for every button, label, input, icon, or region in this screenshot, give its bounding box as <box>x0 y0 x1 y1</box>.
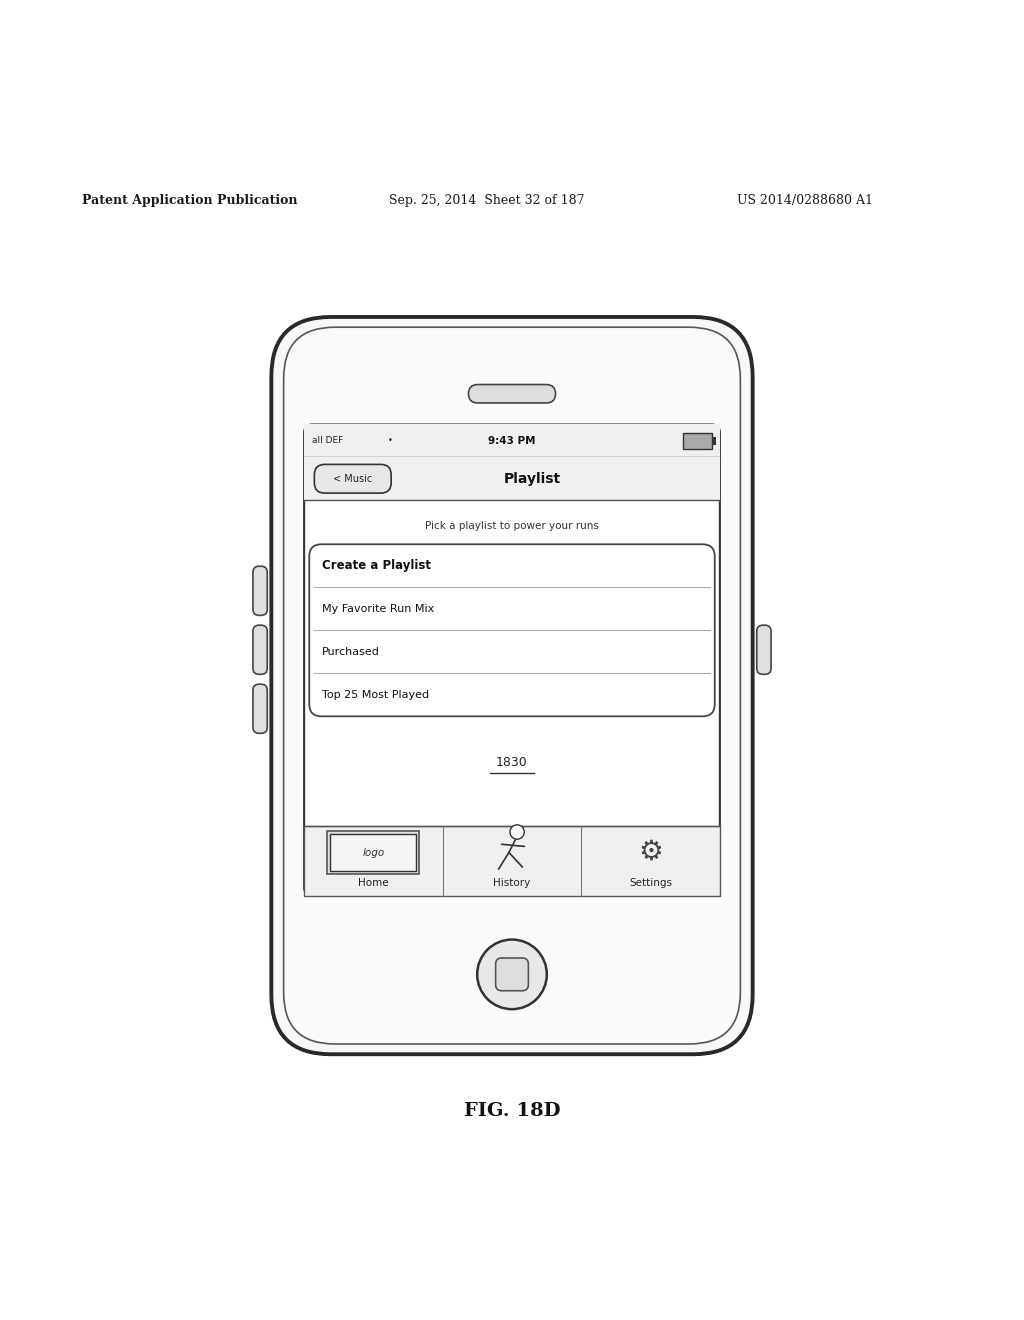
Text: Create a Playlist: Create a Playlist <box>322 560 430 573</box>
Text: ⚙: ⚙ <box>638 837 663 866</box>
Text: Pick a playlist to power your runs: Pick a playlist to power your runs <box>425 521 599 531</box>
Text: 9:43 PM: 9:43 PM <box>488 436 536 446</box>
Text: US 2014/0288680 A1: US 2014/0288680 A1 <box>737 194 873 207</box>
Text: Settings: Settings <box>629 878 672 888</box>
Text: My Favorite Run Mix: My Favorite Run Mix <box>322 603 434 614</box>
Text: Sep. 25, 2014  Sheet 32 of 187: Sep. 25, 2014 Sheet 32 of 187 <box>389 194 585 207</box>
Text: Home: Home <box>358 878 389 888</box>
FancyBboxPatch shape <box>271 317 753 1055</box>
Circle shape <box>510 825 524 840</box>
Text: •: • <box>388 437 393 445</box>
FancyBboxPatch shape <box>253 626 267 675</box>
FancyBboxPatch shape <box>469 384 555 403</box>
Bar <box>331 834 417 871</box>
Text: logo: logo <box>362 847 385 858</box>
Text: Purchased: Purchased <box>322 647 380 657</box>
FancyBboxPatch shape <box>496 958 528 991</box>
Bar <box>304 826 720 895</box>
Bar <box>328 832 420 874</box>
FancyBboxPatch shape <box>304 425 720 895</box>
Circle shape <box>477 940 547 1010</box>
Text: 1830: 1830 <box>496 756 528 768</box>
FancyBboxPatch shape <box>757 626 771 675</box>
FancyBboxPatch shape <box>253 684 267 734</box>
Text: < Music: < Music <box>333 474 373 483</box>
Bar <box>304 457 720 500</box>
Text: Top 25 Most Played: Top 25 Most Played <box>322 690 429 700</box>
Bar <box>712 437 716 445</box>
Text: FIG. 18D: FIG. 18D <box>464 1102 560 1119</box>
Bar <box>304 425 720 457</box>
Text: Patent Application Publication: Patent Application Publication <box>82 194 297 207</box>
FancyBboxPatch shape <box>284 327 740 1044</box>
Bar <box>683 433 712 449</box>
Text: Playlist: Playlist <box>504 471 561 486</box>
FancyBboxPatch shape <box>314 465 391 494</box>
FancyBboxPatch shape <box>253 566 267 615</box>
Text: all DEF: all DEF <box>312 437 344 445</box>
Text: History: History <box>494 878 530 888</box>
FancyBboxPatch shape <box>309 544 715 717</box>
